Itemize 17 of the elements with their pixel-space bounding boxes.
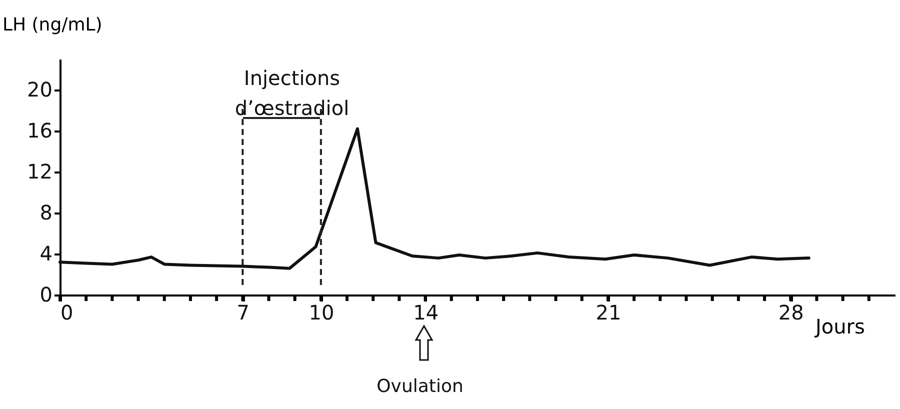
x-axis-title: Jours [814,314,865,338]
y-tick-label: 0 [40,282,52,306]
y-tick-label: 12 [27,159,52,184]
y-tick-label: 8 [40,200,52,224]
y-tick-label: 4 [40,241,52,266]
x-tick-label: 10 [308,300,334,324]
text: Ovulation [376,376,464,397]
y-axis-title: LH (ng/mL) [2,14,102,36]
line-series [58,127,810,270]
annotation: Injections d’œstradiol [234,66,350,120]
y-tick-label: 20 [27,77,52,102]
x-tick-label: 7 [236,300,250,324]
x-tick-label: 0 [60,300,74,324]
x-tick-label: 14 [413,300,439,324]
x-tick-label: 21 [596,300,622,324]
y-tick-label: 16 [27,118,52,142]
x-tick-label: 28 [778,300,804,324]
